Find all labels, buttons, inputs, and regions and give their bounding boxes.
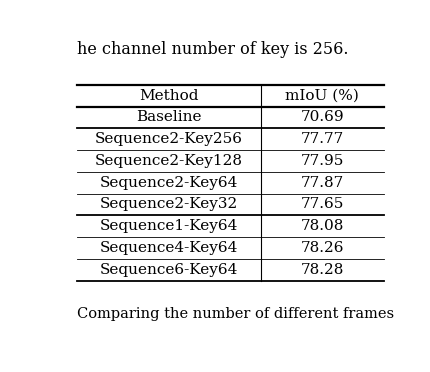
Text: 77.65: 77.65 xyxy=(301,198,344,211)
Text: Method: Method xyxy=(139,89,199,103)
Text: 77.77: 77.77 xyxy=(301,132,344,146)
Text: Comparing the number of different frames: Comparing the number of different frames xyxy=(77,307,394,321)
Text: Sequence1-Key64: Sequence1-Key64 xyxy=(100,219,238,233)
Text: 78.28: 78.28 xyxy=(301,263,344,277)
Text: mIoU (%): mIoU (%) xyxy=(286,89,359,103)
Text: 77.95: 77.95 xyxy=(301,154,344,168)
Text: 77.87: 77.87 xyxy=(301,176,344,190)
Text: he channel number of key is 256.: he channel number of key is 256. xyxy=(77,41,349,58)
Text: Sequence6-Key64: Sequence6-Key64 xyxy=(100,263,238,277)
Text: 70.69: 70.69 xyxy=(301,110,344,124)
Text: 78.26: 78.26 xyxy=(301,241,344,255)
Text: Sequence4-Key64: Sequence4-Key64 xyxy=(100,241,238,255)
Text: Sequence2-Key128: Sequence2-Key128 xyxy=(95,154,243,168)
Text: 78.08: 78.08 xyxy=(301,219,344,233)
Text: Sequence2-Key256: Sequence2-Key256 xyxy=(95,132,243,146)
Text: Sequence2-Key64: Sequence2-Key64 xyxy=(100,176,238,190)
Text: Sequence2-Key32: Sequence2-Key32 xyxy=(100,198,238,211)
Text: Baseline: Baseline xyxy=(136,110,202,124)
